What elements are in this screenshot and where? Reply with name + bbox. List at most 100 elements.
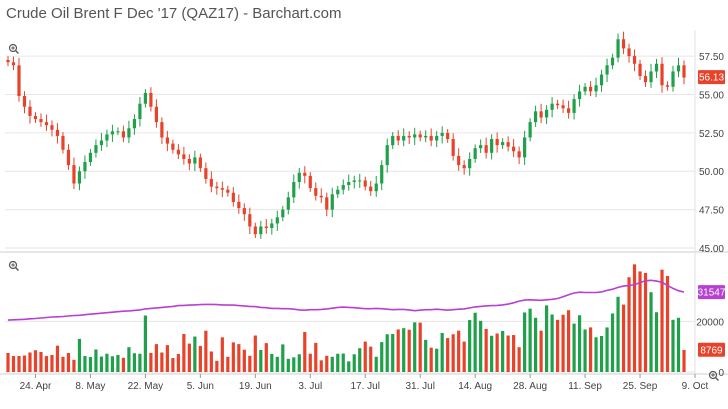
candle-body — [566, 108, 571, 113]
candle-body — [605, 65, 609, 75]
candle-body — [561, 105, 565, 109]
volume-bar — [61, 356, 65, 372]
candle-body — [374, 183, 378, 192]
x-tick-label: 25. Sep — [623, 381, 658, 392]
volume-bar — [380, 342, 384, 372]
candle-body — [138, 103, 142, 120]
candle-body — [594, 85, 598, 92]
volume-bar — [270, 354, 274, 372]
candle-body — [380, 165, 384, 184]
volume-bar — [6, 353, 10, 372]
candle-body — [193, 157, 197, 164]
volume-bar — [50, 355, 54, 372]
candle-body — [121, 131, 126, 138]
candle-body — [484, 145, 488, 153]
candle-body — [275, 217, 279, 224]
candle-body — [385, 145, 389, 166]
x-tick-label: 14. Aug — [458, 381, 492, 392]
candle-body — [50, 125, 54, 130]
volume-bar — [132, 353, 137, 372]
x-tick-label: 3. Jul — [298, 381, 322, 392]
volume-bar — [226, 356, 230, 372]
volume-bar — [424, 339, 428, 372]
candle-body — [39, 119, 43, 123]
candle-body — [545, 109, 549, 118]
candle-body — [336, 189, 340, 195]
zoom-icon-circle — [8, 43, 18, 53]
candle-body — [281, 209, 285, 218]
candle-body — [490, 139, 494, 153]
volume-bar — [479, 320, 483, 372]
zoom-icon-circle — [708, 370, 718, 380]
volume-bar — [555, 319, 560, 372]
volume-bar — [341, 353, 345, 372]
volume-bar — [94, 349, 98, 372]
candle-body — [341, 185, 345, 190]
candle-body — [11, 62, 16, 66]
volume-bar — [28, 352, 32, 372]
volume-bar — [143, 315, 147, 372]
volume-bar — [55, 345, 60, 372]
candle-body — [457, 155, 461, 166]
candle-body — [242, 208, 246, 215]
x-tick-label: 28. Aug — [513, 381, 547, 392]
candle-body — [550, 103, 554, 110]
x-tick-label: 5. Jun — [187, 381, 214, 392]
candle-body — [599, 74, 604, 86]
volume-bar — [621, 304, 626, 372]
candle-body — [402, 135, 406, 141]
candle-body — [539, 111, 543, 118]
volume-bar — [77, 338, 82, 372]
price-tick-label: 57.50 — [699, 52, 724, 63]
candle-body — [451, 139, 455, 156]
candle-body — [429, 135, 433, 141]
volume-bar — [391, 334, 395, 372]
candle-body — [325, 197, 329, 210]
volume-bar — [446, 338, 450, 372]
volume-bar — [407, 329, 411, 372]
candle-body — [671, 71, 675, 87]
volume-bar — [605, 327, 609, 372]
volume-bar — [17, 356, 21, 372]
volume-bar — [550, 314, 554, 372]
x-tick-label: 19. Jun — [239, 381, 272, 392]
volume-bar — [248, 355, 252, 372]
candle-body — [435, 135, 439, 141]
volume-bar — [160, 352, 164, 372]
candle-body — [528, 122, 532, 138]
zoom-icon-circle — [8, 260, 18, 270]
candle-body — [198, 157, 202, 169]
candle-body — [665, 85, 670, 87]
ma-badge — [698, 285, 725, 300]
volume-bar — [413, 322, 417, 372]
candle-body — [220, 188, 224, 190]
price-badge — [698, 70, 725, 85]
candle-body — [110, 131, 115, 135]
volume-bar — [402, 328, 406, 372]
volume-tick-label: 0 — [718, 368, 724, 379]
volume-bar — [308, 353, 312, 372]
zoom-icon-handle — [15, 267, 19, 271]
volume-bar — [325, 355, 329, 372]
volume-bar — [204, 330, 208, 372]
volume-bar — [292, 357, 296, 372]
volume-bar — [264, 343, 268, 372]
volume-bar — [209, 351, 213, 372]
candle-body — [446, 132, 450, 139]
volume-bar — [121, 357, 126, 372]
volume-bar — [649, 292, 653, 372]
volume-bar — [105, 353, 109, 372]
volume-bar — [490, 335, 494, 372]
volume-bar — [242, 349, 246, 372]
volume-bar — [654, 312, 659, 372]
volume-bar — [297, 354, 301, 372]
volume-bar — [561, 314, 565, 372]
x-tick-label: 24. Apr — [20, 381, 52, 392]
volume-bar — [473, 312, 477, 372]
volume-bar — [330, 356, 334, 372]
volume-bar — [501, 330, 505, 372]
candle-body — [396, 135, 400, 141]
ma-badge-label: 31547 — [698, 288, 726, 299]
candle-body — [462, 165, 466, 169]
volume-bar — [11, 356, 16, 372]
